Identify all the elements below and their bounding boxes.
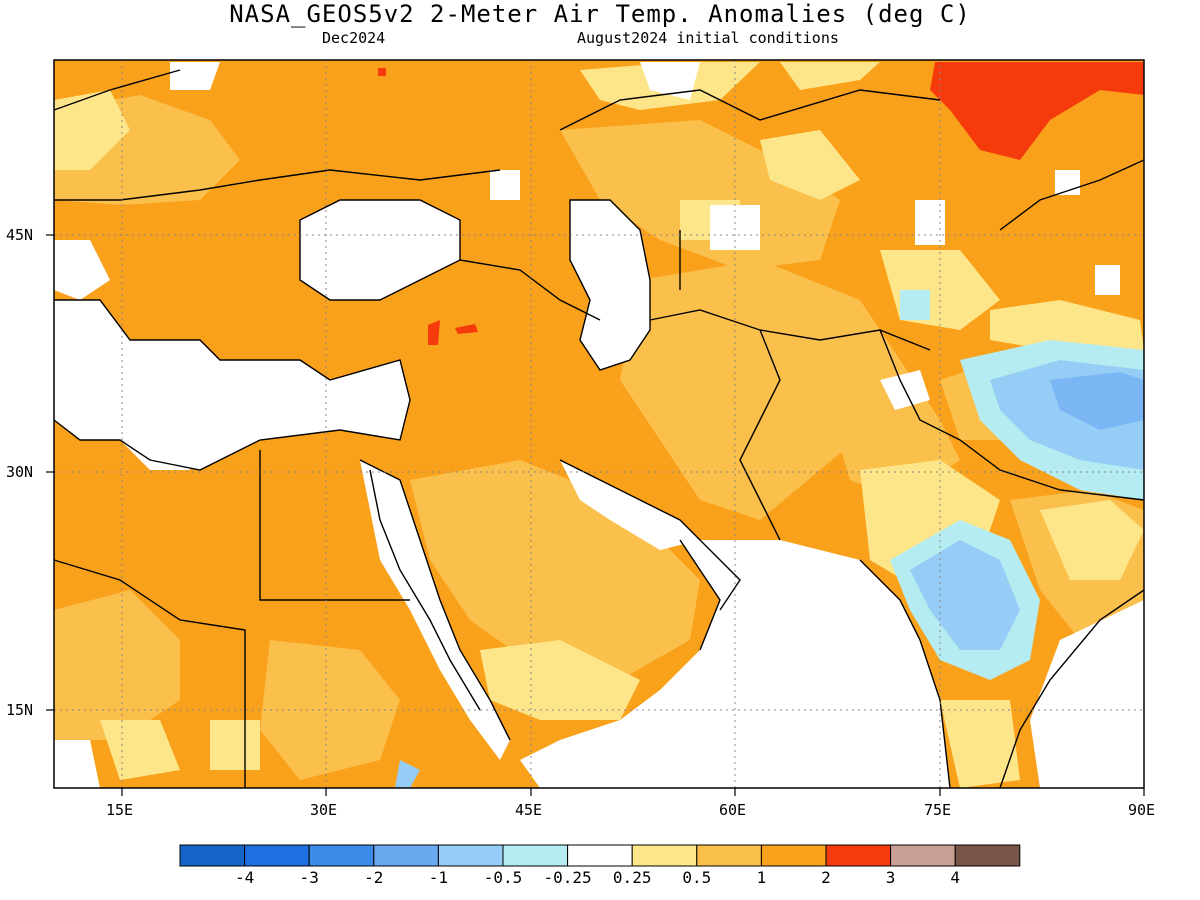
graticule [54, 60, 1144, 788]
sea-mask [54, 62, 1144, 788]
legend-label: -0.25 [543, 868, 592, 887]
legend-swatch [631, 844, 698, 867]
map-frame [53, 59, 1145, 789]
legend-swatch [437, 844, 504, 867]
legend-label: -2 [364, 868, 384, 887]
legend-swatch [760, 844, 827, 867]
legend-swatch [696, 844, 762, 867]
axis-ticks [46, 234, 1145, 796]
map-title: NASA_GEOS5v2 2-Meter Air Temp. Anomalies… [229, 0, 971, 28]
y-tick-label: 30N [6, 463, 34, 481]
valid-month-label: Dec2024 [322, 29, 386, 47]
legend-swatch [890, 844, 956, 867]
x-tick-label: 60E [719, 801, 747, 819]
legend-swatch [567, 844, 633, 867]
init-conditions-label: August2024 initial conditions [577, 29, 839, 47]
x-tick-label: 75E [924, 801, 952, 819]
legend-label: -4 [234, 868, 255, 887]
legend-swatch [179, 844, 246, 867]
legend-label: -3 [299, 868, 319, 887]
legend-label: 1 [756, 868, 767, 887]
legend-label: 4 [950, 868, 961, 887]
legend-label: 0.5 [682, 868, 712, 887]
legend-label: 0.25 [612, 868, 652, 887]
legend-swatch [373, 844, 439, 867]
anomaly-zone-moderate [54, 95, 1144, 780]
y-tick-label: 15N [6, 701, 34, 719]
legend-label: -0.5 [483, 868, 523, 887]
legend-label: 2 [821, 868, 831, 887]
legend-label: -1 [428, 868, 449, 887]
legend-colorbar [179, 844, 1021, 867]
x-tick-label: 90E [1128, 801, 1156, 819]
y-tick-label: 45N [6, 226, 34, 244]
x-tick-label: 15E [106, 801, 134, 819]
anomaly-zone-strong [378, 62, 1144, 345]
legend-swatch [825, 844, 892, 867]
x-tick-label: 30E [310, 801, 338, 819]
legend-label: 3 [885, 868, 896, 887]
x-tick-label: 45E [515, 801, 543, 819]
legend-swatch [244, 844, 310, 867]
legend-swatch [954, 844, 1021, 867]
coastlines-borders [53, 69, 1145, 789]
legend-swatch [502, 844, 569, 867]
anomaly-zone-cool [54, 290, 1144, 788]
legend-swatch [308, 844, 375, 867]
